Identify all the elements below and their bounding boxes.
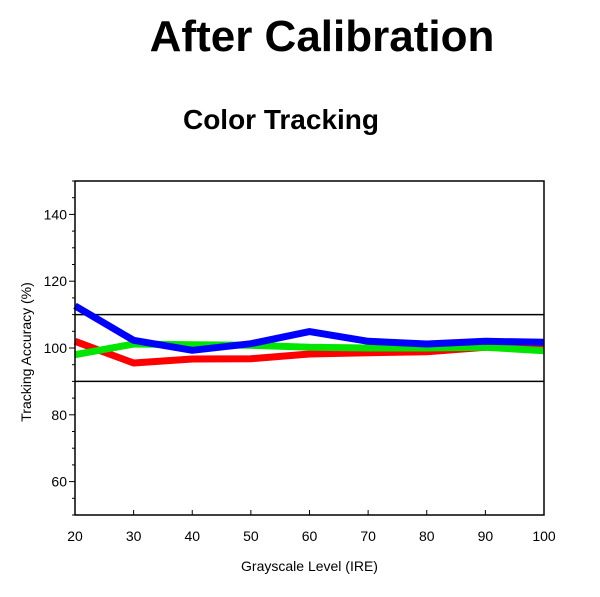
y-tick-label: 120 (44, 273, 68, 289)
x-tick-label: 40 (184, 528, 200, 544)
x-tick-label: 80 (419, 528, 435, 544)
page-title: After Calibration (149, 12, 495, 61)
tick-labels: 20 30 40 50 60 70 80 90 100 60 80 100 120 140 (44, 206, 556, 544)
x-tick-label: 70 (360, 528, 376, 544)
y-tick-label: 140 (44, 206, 68, 222)
x-tick-label: 90 (478, 528, 494, 544)
x-tick-label: 100 (532, 528, 556, 544)
x-tick-label: 60 (302, 528, 318, 544)
series-line-3 (73, 302, 545, 354)
x-tick-label: 20 (67, 528, 83, 544)
y-tick-label: 100 (44, 340, 68, 356)
y-tick-label: 80 (51, 407, 67, 423)
series-lines (73, 302, 545, 367)
y-tick-label: 60 (51, 474, 67, 490)
x-axis-label: Grayscale Level (IRE) (241, 558, 378, 574)
x-tick-label: 50 (243, 528, 259, 544)
reference-lines (75, 313, 544, 383)
y-axis-label: Tracking Accuracy (%) (18, 282, 34, 422)
axis-ticks (69, 180, 545, 516)
chart-title: Color Tracking (182, 104, 380, 135)
x-tick-label: 30 (126, 528, 142, 544)
